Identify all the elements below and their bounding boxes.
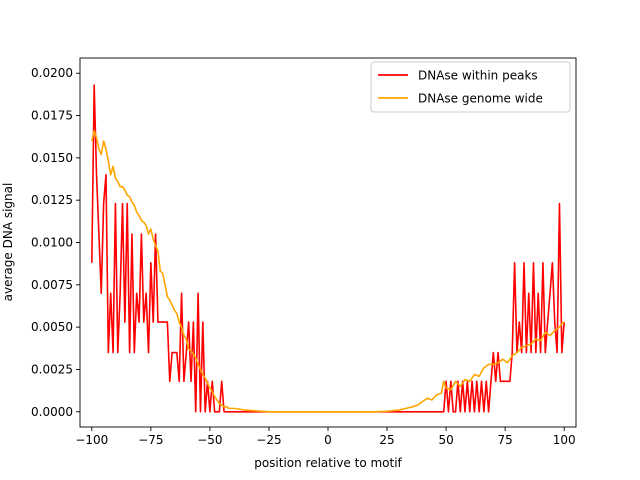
x-tick-label: 50: [438, 433, 453, 447]
y-tick-label: 0.0125: [31, 193, 73, 207]
y-tick-label: 0.0175: [31, 109, 73, 123]
y-tick-label: 0.0050: [31, 320, 73, 334]
legend-label-dnase-within-peaks: DNAse within peaks: [418, 69, 538, 83]
legend-box: [370, 61, 571, 113]
y-tick-label: 0.0150: [31, 151, 73, 165]
legend-label-dnase-genome-wide: DNAse genome wide: [418, 92, 543, 106]
axes-layer: −100 −75 −50 −25 0 25 50 75 100 0.0000 0.0025 0.005…: [31, 57, 577, 447]
series-line-dnase-genome-wide: [91, 129, 565, 413]
legend: DNAse within peaks DNAse genome wide: [370, 61, 571, 113]
x-tick-label: 75: [498, 433, 513, 447]
y-tick-label: 0.0000: [31, 405, 73, 419]
x-tick-label: −50: [197, 433, 222, 447]
y-axis-label: average DNA signal: [1, 183, 15, 302]
plot-area: [80, 58, 576, 427]
y-tick-label: 0.0025: [31, 362, 73, 376]
y-tick-label: 0.0200: [31, 66, 73, 80]
y-tick-label: 0.0075: [31, 278, 73, 292]
series-layer: [91, 84, 565, 413]
x-tick-label: −75: [138, 433, 163, 447]
x-tick-label: −25: [256, 433, 281, 447]
y-tick-label: 0.0100: [31, 236, 73, 250]
x-tick-label: −100: [75, 433, 108, 447]
x-tick-label: 25: [379, 433, 394, 447]
x-axis-label: position relative to motif: [254, 456, 402, 470]
x-tick-label: 0: [324, 433, 332, 447]
x-tick-label: 100: [553, 433, 576, 447]
